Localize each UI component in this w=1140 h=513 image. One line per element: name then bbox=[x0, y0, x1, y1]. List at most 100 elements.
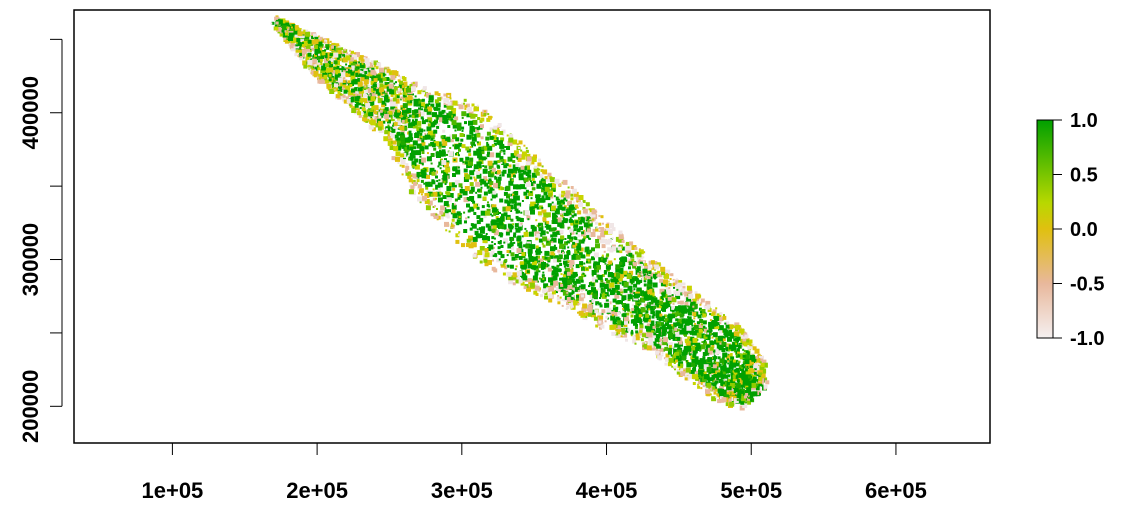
raster-cell bbox=[368, 94, 371, 97]
raster-cell bbox=[417, 196, 422, 202]
raster-cell bbox=[426, 156, 432, 162]
raster-cell bbox=[317, 56, 320, 60]
raster-cell bbox=[450, 224, 454, 228]
raster-cell bbox=[724, 360, 728, 364]
raster-cell bbox=[506, 173, 511, 178]
raster-cell bbox=[525, 165, 530, 171]
raster-cell bbox=[426, 200, 430, 203]
raster-cell bbox=[691, 345, 697, 351]
raster-cell bbox=[693, 359, 696, 362]
raster-cell bbox=[307, 56, 313, 62]
raster-cell bbox=[503, 238, 509, 244]
raster-cell bbox=[637, 274, 641, 278]
raster-cell bbox=[689, 336, 695, 342]
raster-cell bbox=[665, 269, 668, 273]
raster-cell bbox=[504, 146, 507, 148]
raster-cell bbox=[558, 254, 563, 259]
raster-cell bbox=[388, 110, 393, 115]
raster-cell bbox=[625, 338, 628, 342]
raster-cell bbox=[450, 108, 456, 114]
raster-cell bbox=[451, 209, 456, 214]
raster-cell bbox=[566, 305, 570, 309]
raster-cell bbox=[572, 307, 575, 310]
raster-cell bbox=[513, 234, 516, 238]
raster-cell bbox=[500, 254, 505, 259]
raster-cell bbox=[635, 333, 640, 338]
raster-cell bbox=[496, 169, 501, 174]
raster-cell bbox=[692, 350, 697, 355]
raster-cell bbox=[348, 90, 354, 96]
raster-cell bbox=[748, 375, 751, 379]
raster-cell bbox=[595, 301, 600, 306]
raster-cell bbox=[679, 306, 685, 312]
raster-cell bbox=[549, 254, 554, 259]
raster-cell bbox=[305, 43, 311, 49]
raster-cell bbox=[512, 275, 517, 280]
raster-cell bbox=[494, 230, 499, 236]
raster-cell bbox=[457, 126, 461, 131]
raster-cell bbox=[649, 345, 655, 351]
raster-cell bbox=[677, 282, 683, 288]
raster-cell bbox=[446, 104, 452, 110]
raster-cell bbox=[395, 81, 397, 84]
raster-cell bbox=[691, 324, 694, 327]
raster-cell bbox=[569, 273, 575, 279]
raster-cell bbox=[481, 205, 485, 209]
raster-cell bbox=[410, 82, 414, 86]
raster-cell bbox=[569, 239, 573, 243]
raster-cell bbox=[392, 125, 397, 131]
raster-cell bbox=[707, 308, 712, 313]
raster-cell bbox=[561, 190, 566, 195]
raster-cell bbox=[691, 298, 697, 304]
raster-cell bbox=[523, 180, 527, 184]
raster-cell bbox=[503, 191, 508, 196]
raster-cell bbox=[653, 301, 658, 306]
raster-cell bbox=[415, 132, 417, 135]
raster-cell bbox=[363, 69, 367, 73]
raster-cell bbox=[521, 151, 527, 157]
raster-cell bbox=[435, 213, 438, 216]
raster-cell bbox=[374, 94, 378, 98]
raster-cell bbox=[580, 284, 586, 290]
raster-cell bbox=[295, 43, 299, 47]
raster-cell bbox=[710, 364, 714, 367]
raster-cell bbox=[688, 345, 691, 349]
raster-cell bbox=[675, 322, 680, 327]
raster-cell bbox=[525, 161, 531, 167]
raster-cell bbox=[610, 315, 616, 321]
raster-cell bbox=[543, 288, 548, 293]
raster-cell bbox=[665, 287, 669, 290]
raster-cell bbox=[636, 266, 641, 271]
raster-cell bbox=[333, 52, 339, 58]
raster-cell bbox=[414, 158, 419, 163]
raster-cell bbox=[550, 282, 554, 286]
raster-cell bbox=[487, 113, 490, 116]
raster-cell bbox=[678, 368, 681, 371]
raster-cell bbox=[412, 120, 417, 125]
raster-cell bbox=[620, 327, 625, 332]
raster-cell bbox=[508, 204, 514, 210]
raster-cell bbox=[668, 283, 672, 287]
raster-cell bbox=[445, 167, 451, 173]
raster-cell bbox=[483, 258, 488, 263]
raster-cell bbox=[446, 153, 448, 156]
raster-cell bbox=[274, 26, 279, 31]
raster-cell bbox=[346, 69, 348, 72]
raster-cell bbox=[567, 260, 570, 263]
raster-cell bbox=[641, 277, 646, 281]
raster-cell bbox=[699, 303, 702, 306]
raster-cell bbox=[618, 237, 624, 243]
raster-cell bbox=[742, 382, 745, 384]
raster-cell bbox=[460, 186, 463, 189]
raster-cell bbox=[725, 355, 730, 360]
raster-cell bbox=[729, 325, 732, 327]
raster-cell bbox=[759, 365, 765, 371]
raster-cell bbox=[606, 279, 611, 284]
raster-cell bbox=[729, 383, 735, 388]
raster-cell bbox=[361, 104, 366, 108]
raster-cell bbox=[743, 349, 746, 352]
raster-cell bbox=[551, 201, 554, 204]
raster-cell bbox=[564, 254, 569, 260]
raster-cell bbox=[626, 274, 632, 279]
raster-cell bbox=[729, 391, 732, 394]
